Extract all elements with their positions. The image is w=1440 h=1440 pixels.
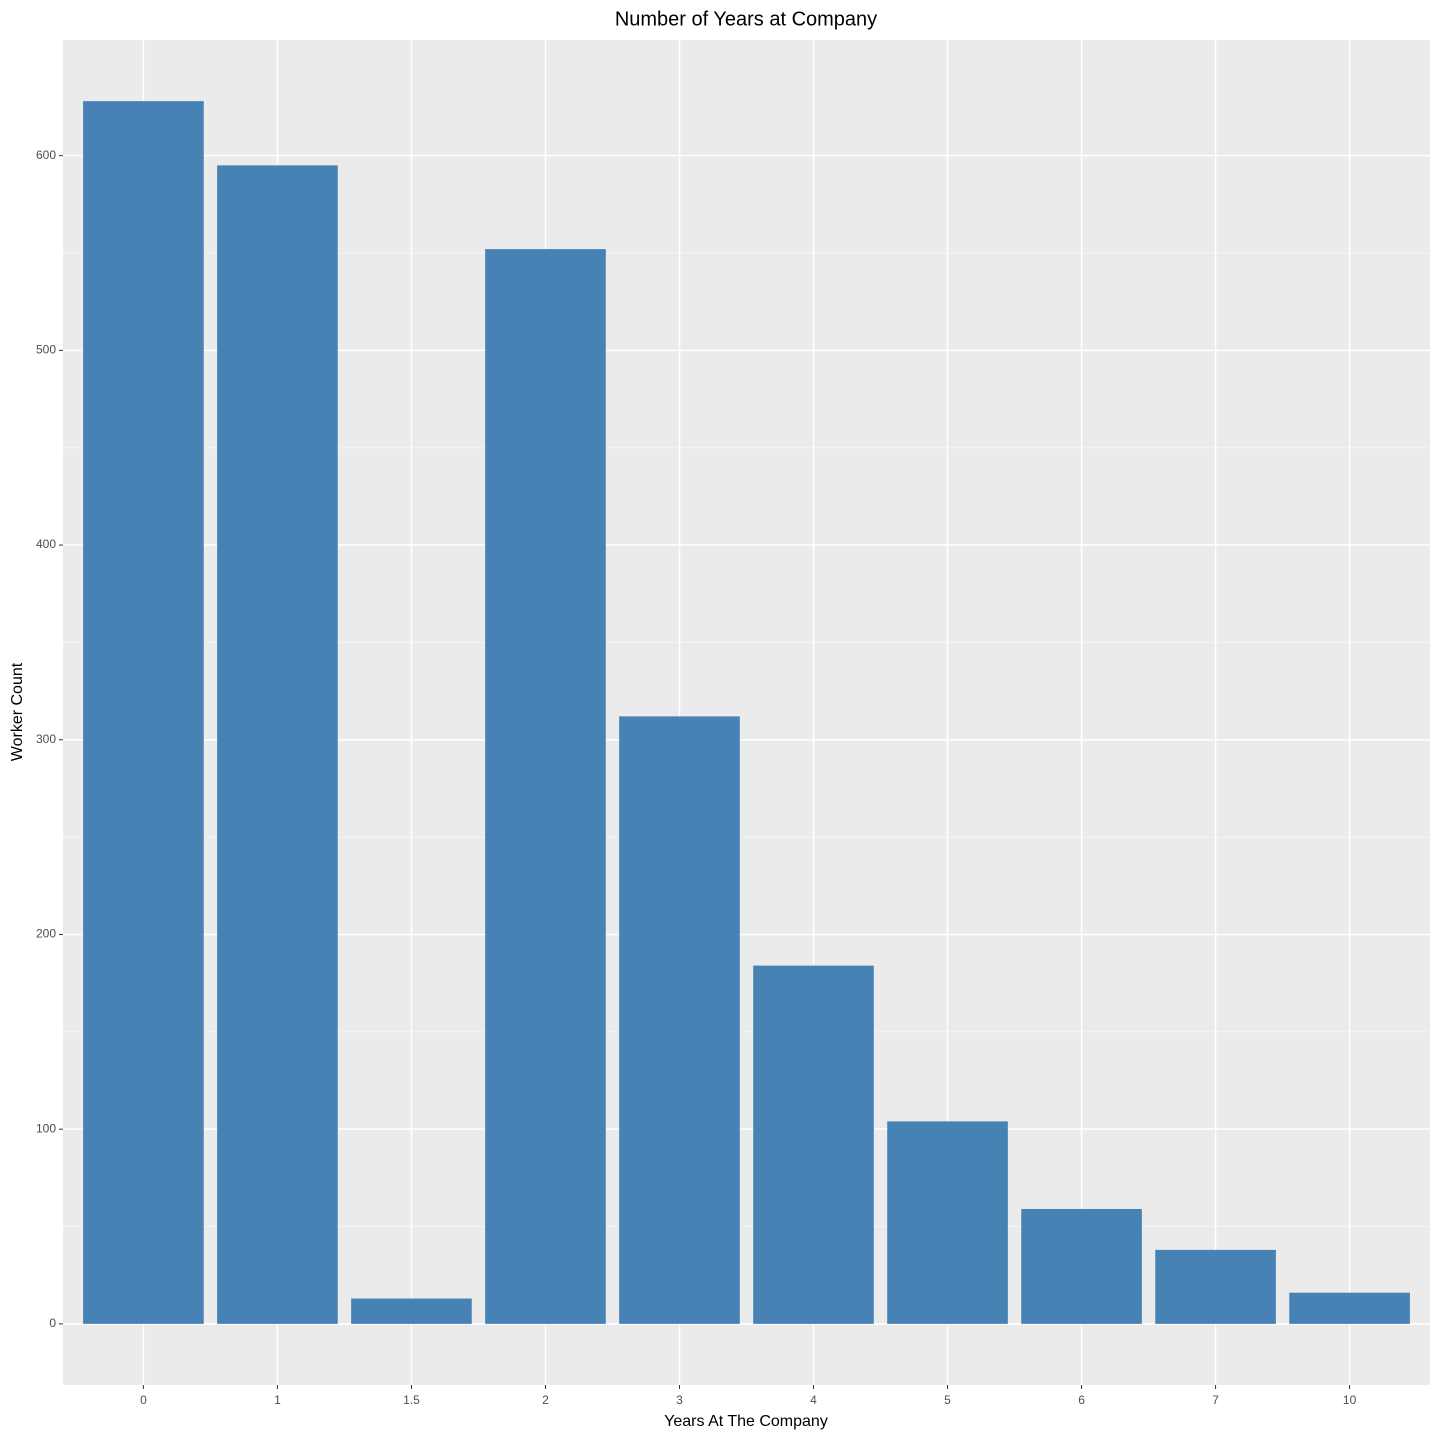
y-tick-label: 600 (36, 148, 56, 162)
x-tick-label: 2 (542, 1393, 549, 1407)
x-tick-label: 0 (140, 1393, 147, 1407)
bar (351, 1298, 472, 1324)
bar (1155, 1249, 1276, 1324)
bar (217, 165, 338, 1324)
y-tick-label: 200 (36, 927, 56, 941)
x-tick-label: 6 (1078, 1393, 1085, 1407)
bar (1289, 1292, 1410, 1324)
y-tick-label: 100 (36, 1121, 56, 1135)
x-tick-label: 3 (676, 1393, 683, 1407)
bar (1021, 1208, 1142, 1324)
x-tick-label: 1 (274, 1393, 281, 1407)
y-tick-label: 300 (36, 732, 56, 746)
x-tick-label: 10 (1343, 1393, 1357, 1407)
x-tick-label: 5 (944, 1393, 951, 1407)
bar (485, 249, 606, 1324)
y-tick-label: 400 (36, 537, 56, 551)
chart-title: Number of Years at Company (615, 8, 877, 30)
bar (83, 101, 204, 1324)
y-tick-label: 500 (36, 343, 56, 357)
bar (887, 1121, 1008, 1324)
x-tick-label: 1.5 (403, 1393, 420, 1407)
bar (753, 965, 874, 1324)
y-axis-title: Worker Count (9, 662, 26, 761)
x-tick-label: 7 (1212, 1393, 1219, 1407)
bar (619, 716, 740, 1324)
x-axis-title: Years At The Company (664, 1413, 828, 1430)
x-tick-label: 4 (810, 1393, 817, 1407)
y-tick-label: 0 (49, 1316, 56, 1330)
